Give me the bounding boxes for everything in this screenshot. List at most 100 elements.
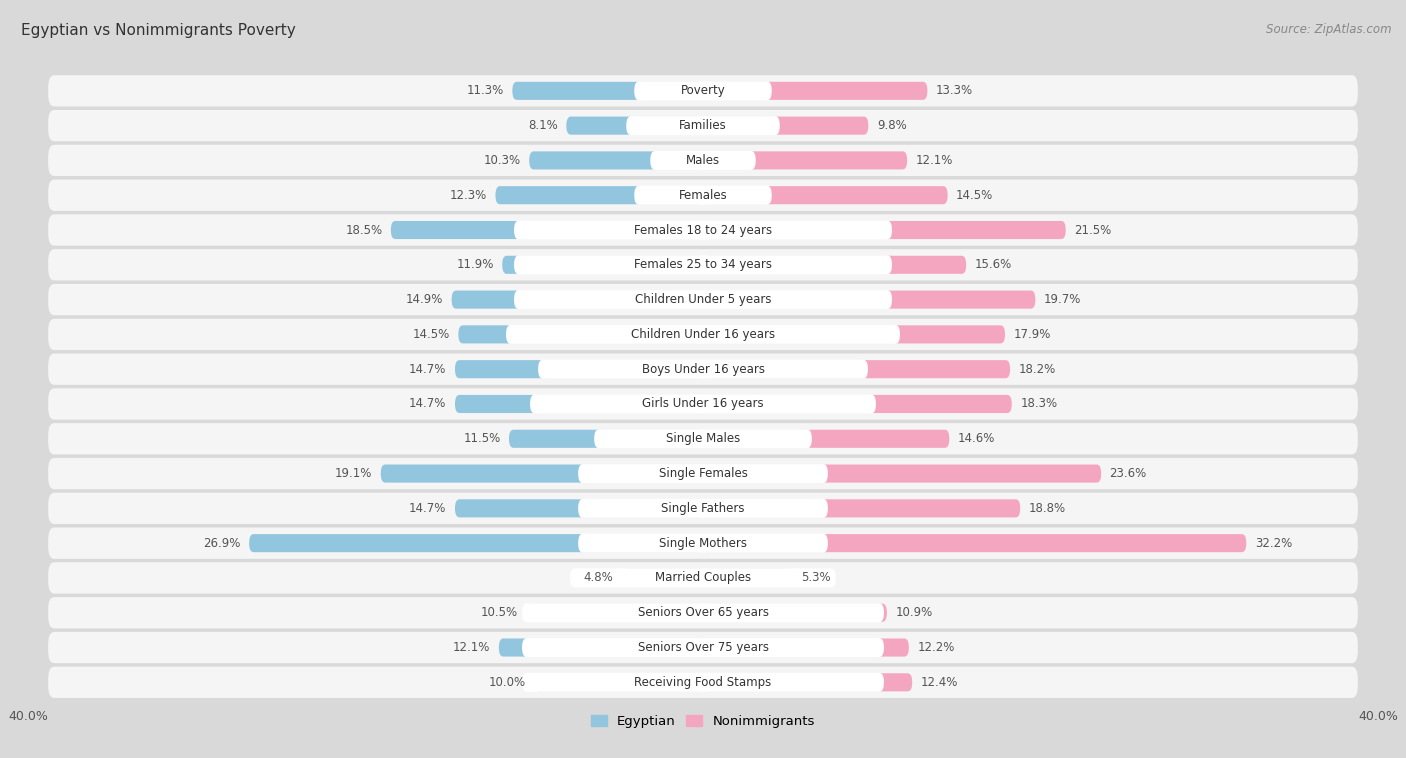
FancyBboxPatch shape [703,152,907,170]
Text: Females 25 to 34 years: Females 25 to 34 years [634,258,772,271]
FancyBboxPatch shape [703,360,1010,378]
FancyBboxPatch shape [703,325,1005,343]
FancyBboxPatch shape [621,569,703,587]
Text: 14.5%: 14.5% [413,328,450,341]
FancyBboxPatch shape [634,81,772,100]
Text: Seniors Over 75 years: Seniors Over 75 years [637,641,769,654]
Text: 12.2%: 12.2% [917,641,955,654]
Text: Single Mothers: Single Mothers [659,537,747,550]
FancyBboxPatch shape [48,75,1358,106]
Text: Boys Under 16 years: Boys Under 16 years [641,362,765,376]
Text: Source: ZipAtlas.com: Source: ZipAtlas.com [1267,23,1392,36]
FancyBboxPatch shape [458,325,703,343]
Text: 23.6%: 23.6% [1109,467,1147,480]
FancyBboxPatch shape [703,569,793,587]
FancyBboxPatch shape [512,82,703,100]
FancyBboxPatch shape [538,360,868,379]
FancyBboxPatch shape [522,638,884,657]
FancyBboxPatch shape [703,638,908,656]
Text: 10.9%: 10.9% [896,606,932,619]
FancyBboxPatch shape [703,255,966,274]
FancyBboxPatch shape [48,145,1358,176]
Text: Egyptian vs Nonimmigrants Poverty: Egyptian vs Nonimmigrants Poverty [21,23,295,38]
FancyBboxPatch shape [48,353,1358,385]
FancyBboxPatch shape [48,284,1358,315]
Text: 21.5%: 21.5% [1074,224,1111,236]
Text: 19.1%: 19.1% [335,467,373,480]
Text: 18.8%: 18.8% [1029,502,1066,515]
FancyBboxPatch shape [530,394,876,413]
Text: Poverty: Poverty [681,84,725,97]
Text: 11.9%: 11.9% [457,258,494,271]
FancyBboxPatch shape [48,493,1358,524]
FancyBboxPatch shape [522,673,884,692]
FancyBboxPatch shape [703,500,1021,518]
FancyBboxPatch shape [515,221,891,240]
Text: 4.8%: 4.8% [583,572,613,584]
Text: 11.3%: 11.3% [467,84,503,97]
Text: Seniors Over 65 years: Seniors Over 65 years [637,606,769,619]
FancyBboxPatch shape [703,82,928,100]
FancyBboxPatch shape [515,290,891,309]
FancyBboxPatch shape [703,465,1101,483]
FancyBboxPatch shape [515,255,891,274]
Text: 12.3%: 12.3% [450,189,486,202]
Text: 14.7%: 14.7% [409,502,447,515]
Text: 12.1%: 12.1% [453,641,491,654]
FancyBboxPatch shape [495,186,703,204]
FancyBboxPatch shape [650,151,756,170]
Text: 17.9%: 17.9% [1014,328,1050,341]
FancyBboxPatch shape [48,215,1358,246]
Text: 14.9%: 14.9% [406,293,443,306]
Text: 14.6%: 14.6% [957,432,995,445]
FancyBboxPatch shape [703,221,1066,239]
FancyBboxPatch shape [578,499,828,518]
Text: 14.7%: 14.7% [409,397,447,411]
Text: 14.5%: 14.5% [956,189,993,202]
Text: 18.3%: 18.3% [1021,397,1057,411]
FancyBboxPatch shape [381,465,703,483]
FancyBboxPatch shape [703,290,1035,309]
Text: 10.0%: 10.0% [489,676,526,689]
Text: Children Under 5 years: Children Under 5 years [634,293,772,306]
FancyBboxPatch shape [48,528,1358,559]
FancyBboxPatch shape [578,464,828,483]
FancyBboxPatch shape [626,116,780,135]
Text: 18.5%: 18.5% [346,224,382,236]
FancyBboxPatch shape [48,318,1358,350]
FancyBboxPatch shape [703,395,1012,413]
FancyBboxPatch shape [456,360,703,378]
FancyBboxPatch shape [567,117,703,135]
FancyBboxPatch shape [48,667,1358,698]
Text: Single Females: Single Females [658,467,748,480]
FancyBboxPatch shape [534,673,703,691]
FancyBboxPatch shape [578,534,828,553]
FancyBboxPatch shape [522,603,884,622]
FancyBboxPatch shape [703,673,912,691]
Text: Males: Males [686,154,720,167]
FancyBboxPatch shape [48,632,1358,663]
Text: Girls Under 16 years: Girls Under 16 years [643,397,763,411]
FancyBboxPatch shape [703,186,948,204]
Text: 19.7%: 19.7% [1043,293,1081,306]
FancyBboxPatch shape [703,117,869,135]
Text: 8.1%: 8.1% [529,119,558,132]
FancyBboxPatch shape [48,597,1358,628]
Text: 18.2%: 18.2% [1018,362,1056,376]
FancyBboxPatch shape [48,388,1358,420]
Text: 9.8%: 9.8% [877,119,907,132]
Text: 13.3%: 13.3% [936,84,973,97]
FancyBboxPatch shape [526,603,703,622]
FancyBboxPatch shape [456,500,703,518]
Text: 32.2%: 32.2% [1254,537,1292,550]
Text: 5.3%: 5.3% [801,572,831,584]
FancyBboxPatch shape [451,290,703,309]
Text: 12.1%: 12.1% [915,154,953,167]
Text: 26.9%: 26.9% [204,537,240,550]
FancyBboxPatch shape [499,638,703,656]
FancyBboxPatch shape [48,110,1358,141]
Text: Receiving Food Stamps: Receiving Food Stamps [634,676,772,689]
FancyBboxPatch shape [391,221,703,239]
Text: 12.4%: 12.4% [921,676,957,689]
Text: Married Couples: Married Couples [655,572,751,584]
